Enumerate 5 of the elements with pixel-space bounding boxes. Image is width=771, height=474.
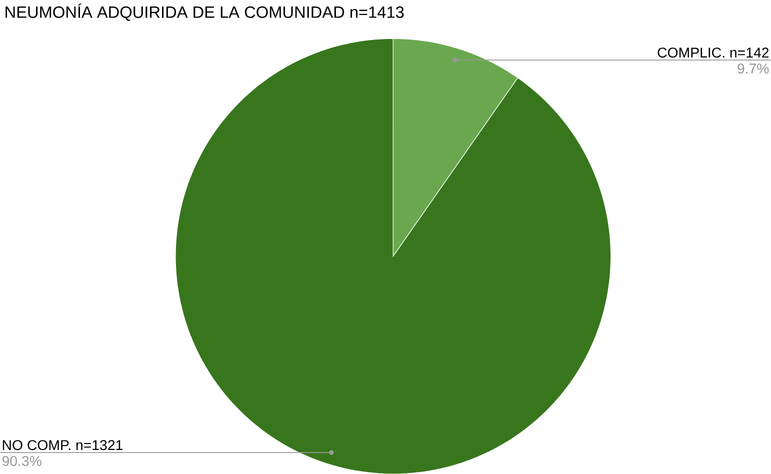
- chart-title: NEUMONÍA ADQUIRIDA DE LA COMUNIDAD n=1413: [6, 3, 404, 21]
- data-label: 90.3%: [2, 456, 42, 466]
- slice-label: NO COMP. n=1321: [2, 440, 122, 450]
- data-label: 9.7%: [738, 63, 769, 74]
- slice-label: COMPLIC. n=142: [658, 47, 769, 58]
